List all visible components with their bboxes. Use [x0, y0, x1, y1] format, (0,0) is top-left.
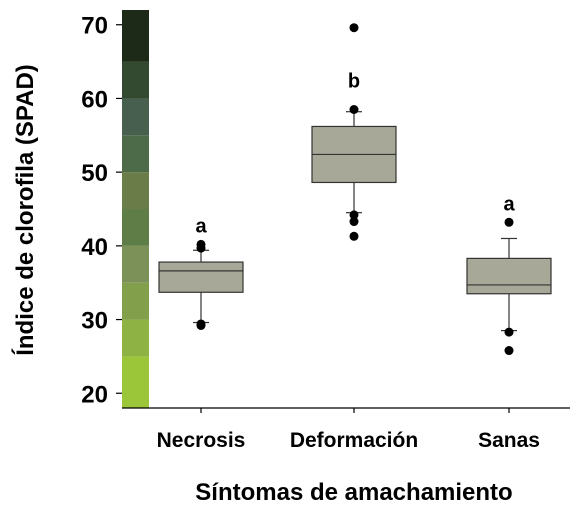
y-tick-label: 20 [81, 381, 108, 408]
outlier-point [196, 239, 206, 249]
color-scale-band [122, 98, 149, 136]
category-label: Sanas [478, 429, 540, 452]
category-label: Necrosis [157, 429, 246, 452]
outlier-point [504, 327, 514, 337]
color-scale-band [122, 10, 149, 62]
group-letter: a [195, 215, 207, 237]
outlier-point [349, 217, 359, 227]
outlier-point [349, 105, 359, 114]
boxplot: a [158, 215, 244, 330]
outlier-point [349, 23, 359, 33]
box [158, 261, 244, 293]
x-axis [122, 407, 570, 413]
color-scale-band [122, 245, 149, 283]
color-scale-band [122, 61, 149, 99]
outlier-point [504, 346, 514, 356]
boxplot: a [466, 193, 552, 356]
y-tick-label: 60 [81, 86, 108, 113]
group-letter: b [348, 71, 360, 93]
y-tick-label: 70 [81, 13, 108, 40]
color-scale-band [122, 209, 149, 246]
color-scale-band [122, 319, 149, 357]
boxplots: a b a [158, 23, 552, 356]
color-scale [122, 10, 149, 408]
color-scale-band [122, 172, 149, 209]
x-axis-title: Síntomas de amachamiento [195, 479, 512, 506]
category-labels: Necrosis Deformación Sanas [157, 429, 540, 452]
box [466, 257, 552, 295]
category-label: Deformación [290, 429, 418, 452]
y-tick-label: 50 [81, 160, 108, 187]
color-scale-band [122, 356, 149, 408]
y-tick-label: 40 [81, 234, 108, 261]
outlier-point [349, 210, 359, 220]
color-scale-band [122, 282, 149, 320]
outlier-point [196, 319, 206, 329]
y-axis-title: Índice de clorofila (SPAD) [11, 64, 39, 356]
outlier-point [504, 217, 514, 227]
outlier-point [349, 231, 359, 241]
y-tick-label: 30 [81, 308, 108, 335]
y-axis: 20 30 40 50 60 70 [81, 13, 122, 408]
boxplot: b [311, 23, 397, 241]
group-letter: a [503, 193, 515, 215]
color-scale-band [122, 135, 149, 173]
